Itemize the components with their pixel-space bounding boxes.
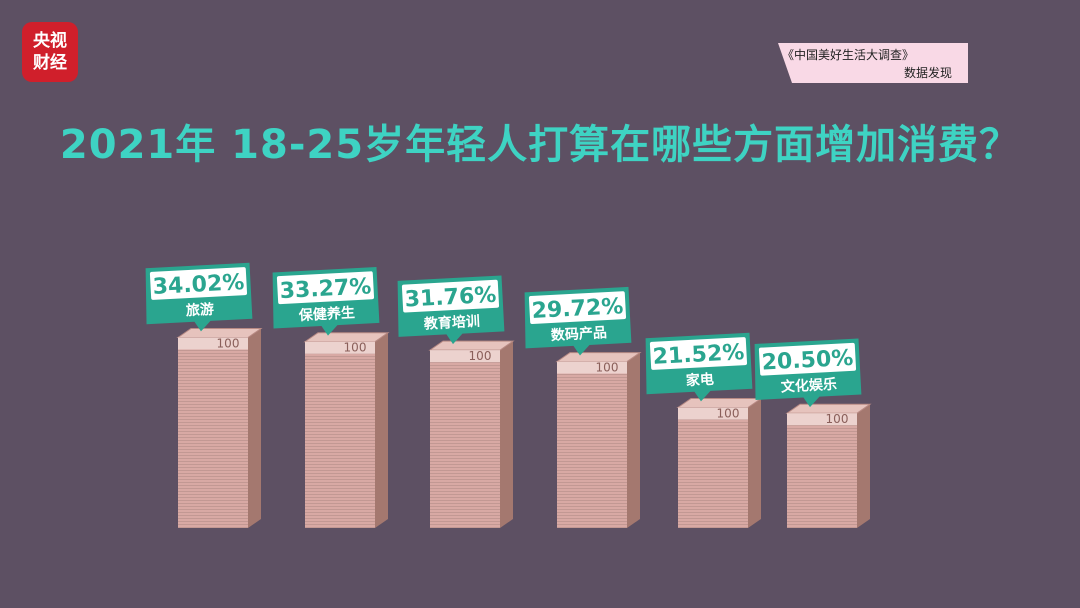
value-callout: 20.50%文化娱乐 bbox=[754, 338, 862, 408]
category-label: 文化娱乐 bbox=[780, 376, 837, 396]
category-label: 教育培训 bbox=[423, 313, 480, 333]
bar-side bbox=[627, 352, 640, 528]
banknote-face bbox=[678, 407, 748, 420]
banknote-denomination: 100 bbox=[217, 336, 240, 350]
bar-front bbox=[178, 337, 248, 528]
banknote-face bbox=[430, 350, 500, 363]
bar-5: 100 21.52%家电 bbox=[645, 332, 763, 528]
value-callout: 21.52%家电 bbox=[645, 332, 753, 402]
bar-2: 100 33.27%保健养生 bbox=[272, 267, 390, 528]
callout-value-bg bbox=[401, 279, 500, 313]
source-title: 《中国美好生活大调查》 bbox=[782, 48, 915, 62]
source-ribbon bbox=[778, 43, 968, 83]
bar-front bbox=[678, 407, 748, 528]
category-label: 家电 bbox=[685, 371, 714, 389]
banknote-denomination: 100 bbox=[469, 349, 492, 363]
banknote-denomination: 100 bbox=[826, 412, 849, 426]
value-callout: 29.72%数码产品 bbox=[524, 286, 632, 356]
bar-front bbox=[557, 361, 627, 528]
value-callout: 31.76%教育培训 bbox=[397, 275, 505, 345]
value-label: 31.76% bbox=[404, 283, 497, 313]
logo-line-1: 央视 bbox=[33, 31, 67, 51]
callout-value-bg bbox=[758, 342, 857, 376]
value-label: 21.52% bbox=[652, 340, 745, 370]
logo-line-2: 财经 bbox=[33, 53, 67, 73]
bar-4: 100 29.72%数码产品 bbox=[524, 286, 642, 528]
callout-value-bg bbox=[649, 337, 748, 370]
bar-front bbox=[430, 350, 500, 528]
value-callout: 33.27%保健养生 bbox=[272, 267, 380, 336]
cctv-finance-logo: 央视 财经 bbox=[22, 22, 78, 82]
bar-6: 100 20.50%文化娱乐 bbox=[754, 338, 872, 528]
banknote-denomination: 100 bbox=[717, 406, 740, 420]
callout-value-bg bbox=[276, 271, 375, 305]
value-label: 29.72% bbox=[531, 294, 624, 324]
chart-title: 2021年 18-25岁年轻人打算在哪些方面增加消费？ bbox=[59, 122, 1021, 168]
bar-front bbox=[305, 341, 375, 528]
banknote-face bbox=[557, 361, 627, 374]
bar-3: 100 31.76%教育培训 bbox=[397, 275, 515, 528]
value-label: 33.27% bbox=[279, 274, 372, 304]
banknote-denomination: 100 bbox=[596, 361, 619, 375]
banknote-face bbox=[305, 341, 375, 354]
banknote-face bbox=[787, 413, 857, 426]
value-label: 20.50% bbox=[761, 346, 854, 376]
bar-side bbox=[748, 398, 761, 528]
bar-side bbox=[857, 404, 870, 528]
bar-side bbox=[248, 328, 261, 528]
value-label: 34.02% bbox=[152, 270, 245, 300]
category-label: 保健养生 bbox=[297, 304, 355, 324]
category-label: 数码产品 bbox=[550, 324, 607, 344]
banknote-face bbox=[178, 337, 248, 350]
value-callout: 34.02%旅游 bbox=[145, 262, 253, 332]
bar-side bbox=[375, 332, 388, 528]
banknote-denomination: 100 bbox=[344, 341, 367, 355]
bar-1: 100 34.02%旅游 bbox=[145, 262, 263, 528]
bar-front bbox=[787, 413, 857, 528]
category-label: 旅游 bbox=[185, 301, 214, 319]
source-subtitle: 数据发现 bbox=[903, 66, 952, 80]
callout-value-bg bbox=[528, 291, 627, 324]
bar-side bbox=[500, 341, 513, 528]
callout-value-bg bbox=[149, 267, 248, 300]
